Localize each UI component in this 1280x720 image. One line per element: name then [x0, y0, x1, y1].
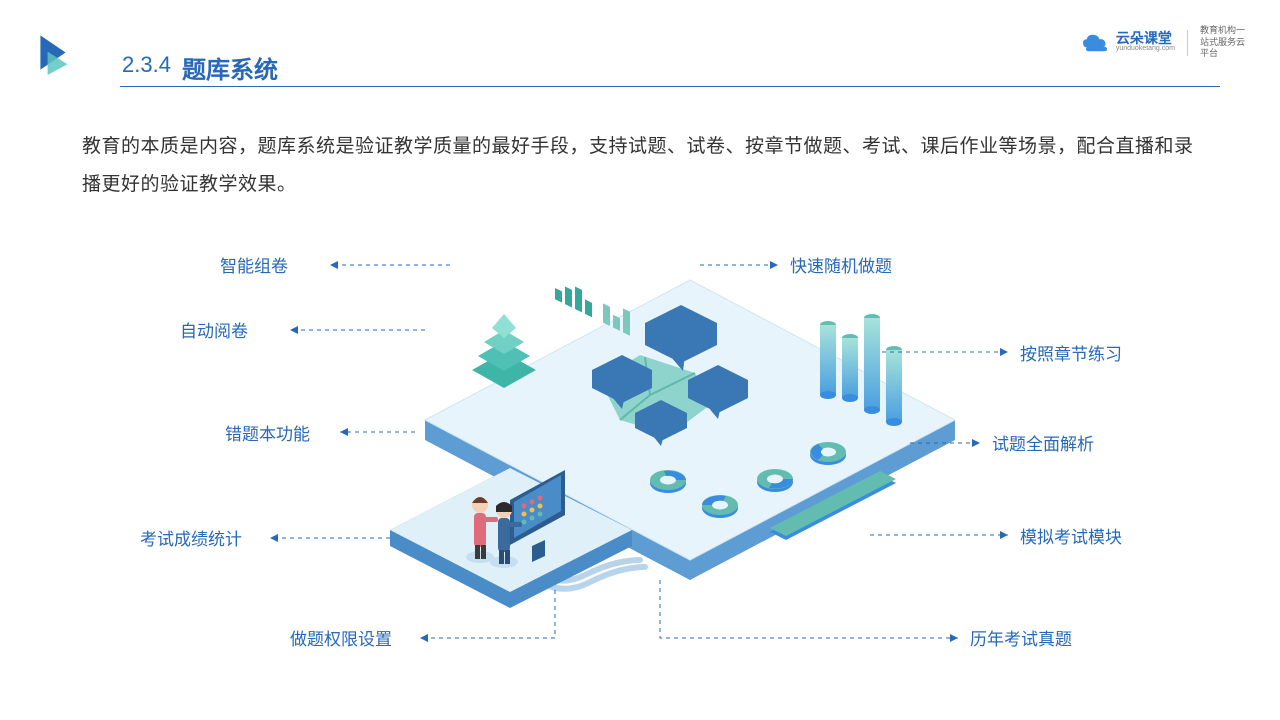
- bars-icon: [555, 275, 630, 336]
- feature-auto-grade: 自动阅卷: [180, 317, 248, 342]
- feature-mock-exam: 模拟考试模块: [1020, 523, 1122, 548]
- cloud-icon: [1080, 32, 1110, 54]
- feature-permission: 做题权限设置: [290, 625, 392, 650]
- section-description: 教育的本质是内容，题库系统是验证教学质量的最好手段，支持试题、试卷、按章节做题、…: [82, 128, 1212, 204]
- feature-chapter-practice: 按照章节练习: [1020, 340, 1122, 365]
- logo-divider: [1187, 30, 1188, 56]
- feature-full-analysis: 试题全面解析: [992, 430, 1094, 455]
- feature-diagram: 智能组卷 自动阅卷 错题本功能 考试成绩统计 做题权限设置 快速随机做题 按照章…: [0, 230, 1280, 690]
- section-number: 2.3.4: [122, 52, 171, 78]
- logo-domain-text: yunduoketang.com: [1116, 45, 1175, 53]
- feature-smart-compose: 智能组卷: [220, 252, 288, 277]
- section-play-icon: [35, 30, 80, 75]
- feature-random-practice: 快速随机做题: [790, 252, 892, 277]
- feature-score-stats: 考试成绩统计: [140, 525, 242, 550]
- logo-brand-text: 云朵课堂: [1116, 31, 1175, 45]
- feature-past-exams: 历年考试真题: [970, 625, 1072, 650]
- feature-wrong-book: 错题本功能: [225, 420, 310, 445]
- section-title: 题库系统: [182, 50, 278, 85]
- logo-tagline: 教育机构一站式服务云平台: [1200, 25, 1250, 60]
- title-underline: [120, 86, 1220, 87]
- brand-logo: 云朵课堂 yunduoketang.com 教育机构一站式服务云平台: [1080, 25, 1250, 60]
